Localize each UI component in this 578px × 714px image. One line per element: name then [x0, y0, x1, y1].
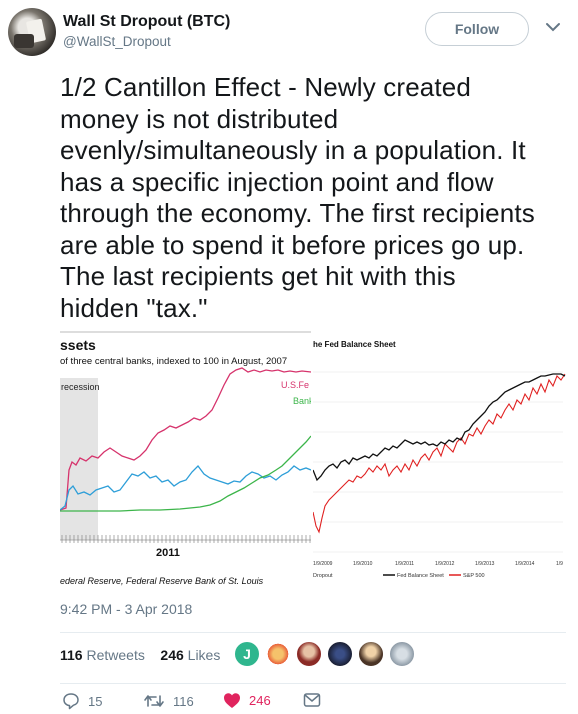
author-handle[interactable]: @WallSt_Dropout — [63, 34, 171, 49]
heart-icon — [224, 693, 240, 708]
liker-avatar[interactable]: J — [233, 640, 261, 668]
liker-avatar[interactable] — [388, 640, 416, 668]
divider — [60, 632, 566, 633]
x-tick-label: 1/9/2009 — [313, 561, 333, 567]
author-name[interactable]: Wall St Dropout (BTC) — [63, 13, 231, 30]
tweet-line: has a specific injection point and flow — [60, 166, 494, 197]
central-bank-assets-chart[interactable]: ssets of three central banks, indexed to… — [60, 330, 314, 590]
liker-avatars: J — [233, 640, 416, 668]
tweet-text: 1/2 Cantillon Effect - Newly created mon… — [60, 72, 565, 324]
retweets-count: 116 — [60, 647, 83, 663]
avatar[interactable] — [8, 8, 56, 56]
x-tick-label: 2011 — [156, 547, 180, 559]
legend-label-fed: Fed Balance Sheet — [397, 573, 444, 579]
tweet-line: The last recipients get hit with this — [60, 261, 456, 291]
legend-label-us-fed: U.S.Fe — [281, 380, 309, 390]
chart-subtitle: of three central banks, indexed to 100 i… — [60, 356, 287, 367]
x-ticks — [61, 535, 311, 543]
retweet-count: 116 — [173, 693, 194, 709]
reply-count: 15 — [88, 693, 103, 709]
follow-button[interactable]: Follow — [425, 12, 529, 46]
legend-label-sp500: S&P 500 — [463, 573, 485, 579]
reply-button[interactable]: 15 — [62, 692, 102, 710]
retweet-icon — [144, 695, 164, 707]
series-line-green — [60, 435, 312, 512]
chart-source: Dropout — [313, 573, 333, 579]
retweets-stat[interactable]: 116 Retweets — [60, 647, 145, 663]
likes-count: 246 — [160, 647, 184, 663]
reply-icon — [63, 693, 79, 710]
fed-balance-sheet-chart-svg: he Fed Balance Sheet 1/9/2009 1/9/2010 1… — [312, 340, 566, 579]
series-line-fed-balance — [312, 373, 566, 482]
series-line-sp500 — [312, 373, 566, 534]
divider — [60, 683, 566, 684]
x-tick-label: 1/9/2010 — [353, 561, 373, 567]
x-tick-label: 1/9/2012 — [435, 561, 455, 567]
legend-label-bank: Bank — [293, 396, 311, 406]
likes-label: Likes — [187, 647, 221, 663]
gridlines — [313, 371, 563, 553]
retweet-button[interactable]: 116 — [143, 692, 194, 710]
chart-title: ssets — [60, 337, 96, 353]
liker-avatar[interactable] — [326, 640, 354, 668]
x-tick-label: 1/9/2011 — [395, 561, 414, 567]
like-count: 246 — [249, 693, 271, 708]
liker-avatar[interactable] — [357, 640, 385, 668]
like-button[interactable]: 246 — [223, 692, 271, 709]
series-line-us-fed — [60, 367, 312, 511]
likes-stat[interactable]: 246 Likes — [160, 647, 220, 663]
tweet-line: money is not distributed — [60, 103, 339, 134]
envelope-icon — [303, 693, 321, 707]
x-tick-label: 1/9 — [556, 561, 563, 567]
retweets-label: Retweets — [86, 647, 145, 663]
tweet-stats: 116 Retweets 246 Likes — [60, 647, 220, 663]
tweet-line: through the economy. The first recipient… — [60, 198, 535, 228]
liker-avatar[interactable] — [295, 640, 323, 668]
liker-avatar[interactable] — [264, 640, 292, 668]
tweet-line: evenly/simultaneously in a population. I… — [60, 135, 526, 165]
x-tick-label: 1/9/2013 — [475, 561, 495, 567]
series-line-blue — [60, 465, 312, 511]
fed-balance-sheet-chart[interactable]: he Fed Balance Sheet 1/9/2009 1/9/2010 1… — [312, 330, 567, 590]
chart-title: he Fed Balance Sheet — [313, 340, 396, 349]
tweet-line: 1/2 Cantillon Effect - Newly created — [60, 72, 472, 102]
tweet-timestamp[interactable]: 9:42 PM - 3 Apr 2018 — [60, 601, 193, 617]
tweet-line: hidden "tax." — [60, 292, 208, 323]
tweet-line: are able to spend it before prices go up… — [60, 229, 525, 260]
x-tick-label: 1/9/2014 — [515, 561, 535, 567]
recession-label: recession — [61, 382, 100, 392]
direct-message-button[interactable] — [303, 692, 329, 708]
tweet-media[interactable]: ssets of three central banks, indexed to… — [60, 330, 567, 590]
chevron-down-icon[interactable] — [543, 20, 563, 36]
chart-source: ederal Reserve, Federal Reserve Bank of … — [60, 576, 264, 586]
central-bank-assets-chart-svg: ssets of three central banks, indexed to… — [60, 331, 314, 586]
